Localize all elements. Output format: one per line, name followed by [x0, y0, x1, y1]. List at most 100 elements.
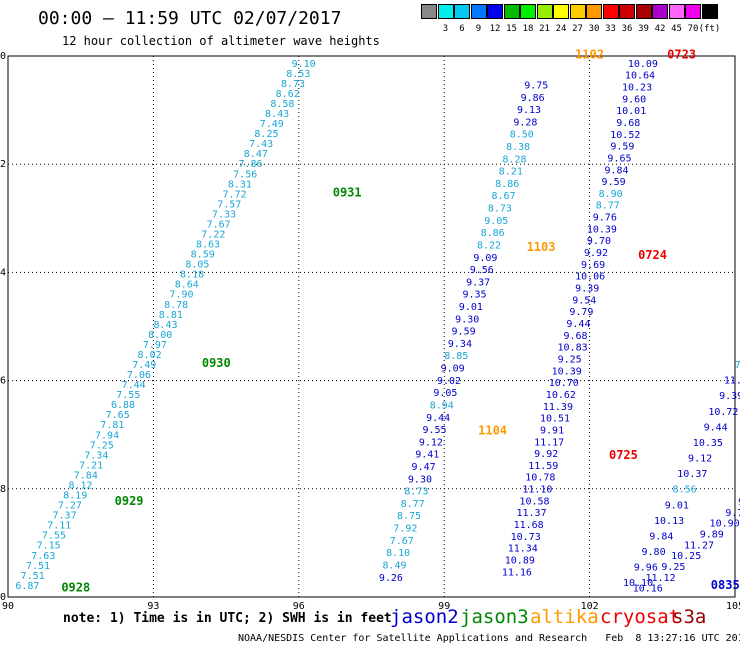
- wave-height-value: 8.43: [153, 320, 177, 331]
- wave-height-value: 10.16: [633, 584, 663, 595]
- wave-height-value: 9.44: [426, 413, 450, 424]
- map-title: 00:00 – 11:59 UTC 02/07/2017: [38, 8, 342, 29]
- wave-height-value: 7.84: [74, 470, 98, 481]
- wave-height-value: 9.02: [437, 376, 461, 387]
- wave-height-value: 9.13: [517, 105, 541, 116]
- wave-height-value: 9.80: [642, 547, 666, 558]
- wave-height-value: 10.09: [628, 59, 658, 70]
- scale-label: 30: [588, 24, 600, 34]
- wave-height-value: 9.09: [473, 253, 497, 264]
- lat-tick-label: -34: [0, 267, 6, 278]
- scale-swatch: [553, 4, 569, 19]
- wave-height-value: 8.31: [228, 179, 252, 190]
- wave-height-value: 8.02: [138, 350, 162, 361]
- note-text: note: 1) Time is in UTC; 2) SWH is in fe…: [63, 611, 392, 626]
- wave-height-value: 8.43: [265, 109, 289, 120]
- wave-height-value: 7.55: [42, 531, 66, 542]
- wave-height-value: 11.10: [522, 485, 552, 496]
- wave-height-value: 11.91: [724, 376, 740, 387]
- wave-height-value: 9.41: [415, 450, 439, 461]
- wave-height-value: 10.62: [546, 390, 576, 401]
- wave-height-value: 10.37: [677, 469, 707, 480]
- wave-height-value: 11.39: [543, 402, 573, 413]
- wave-height-value: 7.86: [238, 159, 262, 170]
- wave-height-value: 7.81: [100, 420, 124, 431]
- wave-height-value: 10.89: [505, 556, 535, 567]
- lon-tick-label: 96: [293, 601, 305, 612]
- wave-height-value: 7.06: [127, 370, 151, 381]
- wave-height-value: 8.38: [506, 142, 530, 153]
- scale-swatch: [586, 4, 602, 19]
- scale-swatch: [421, 4, 437, 19]
- wave-height-value: 9.26: [379, 573, 403, 584]
- pass-time-label: 0835: [711, 578, 740, 592]
- wave-height-value: 9.96: [634, 563, 658, 574]
- pass-time-label: 0725: [609, 448, 638, 462]
- wave-height-value: 7.92: [393, 524, 417, 535]
- wave-height-value: 8.50: [510, 130, 534, 141]
- wave-height-value: 9.46: [738, 497, 740, 508]
- scale-swatch: [437, 4, 454, 19]
- wave-height-value: 11.68: [514, 520, 544, 531]
- wave-height-value: 10.72: [708, 407, 738, 418]
- wave-height-value: 7.90: [169, 290, 193, 301]
- wave-height-value: 7.49: [260, 119, 284, 130]
- wave-height-value: 9.54: [572, 295, 596, 306]
- wave-height-value: 7.43: [249, 139, 273, 150]
- pass-time-label: 1102: [575, 48, 604, 62]
- wave-height-value: 10.64: [625, 71, 655, 82]
- wave-height-value: 9.25: [661, 562, 685, 573]
- wave-height-value: 10.25: [671, 551, 701, 562]
- wave-height-value: 9.12: [419, 437, 443, 448]
- wave-height-value: 9.70: [587, 236, 611, 247]
- wave-height-value: 9.12: [688, 454, 712, 465]
- wave-height-value: 9.30: [408, 474, 432, 485]
- lat-tick-label: -32: [0, 159, 6, 170]
- wave-height-value: 10.70: [549, 378, 579, 389]
- wave-height-value: 8.56: [673, 485, 697, 496]
- wave-height-value: 7.51: [26, 561, 50, 572]
- wave-height-value: 9.44: [566, 319, 590, 330]
- wave-height-value: 9.65: [607, 153, 631, 164]
- scale-label: 15: [506, 24, 517, 34]
- wave-height-value: 9.37: [466, 277, 490, 288]
- wave-height-value: 9.56: [470, 265, 494, 276]
- wave-height-value: 8.64: [175, 280, 199, 291]
- wave-height-value: 8.28: [502, 154, 526, 165]
- wave-height-value: 9.10: [292, 59, 316, 70]
- wave-height-value: 9.28: [513, 117, 537, 128]
- wave-height-value: 7.49: [132, 360, 156, 371]
- scale-label: 6: [459, 24, 465, 34]
- scale-label: 45: [671, 24, 682, 34]
- wave-height-value: 7.44: [122, 380, 146, 391]
- wave-height-value: 9.59: [602, 177, 626, 188]
- wave-height-value: 9.05: [433, 388, 457, 399]
- wave-height-value: 8.86: [495, 179, 519, 190]
- wave-height-value: 7.94: [95, 430, 119, 441]
- scale-swatch: [635, 4, 652, 19]
- wave-height-value: 9.39: [719, 391, 740, 402]
- legend-altika: altika: [530, 606, 599, 628]
- wave-height-value: 10.90: [710, 519, 740, 530]
- map-frame: [7, 55, 736, 598]
- wave-height-value: 10.52: [610, 130, 640, 141]
- wave-height-value: 8.12: [68, 480, 92, 491]
- lon-tick-label: 102: [581, 601, 599, 612]
- wave-height-value: 10.83: [558, 343, 588, 354]
- pass-time-label: 0724: [638, 248, 667, 262]
- pass-time-label: 0931: [333, 186, 362, 200]
- wave-height-value: 10.10: [623, 578, 653, 589]
- wave-height-value: 9.79: [569, 307, 593, 318]
- wave-height-value: 10.13: [654, 516, 684, 527]
- wave-height-value: 6.88: [111, 400, 135, 411]
- wave-height-value: 8.18: [180, 270, 204, 281]
- wave-height-value: 8.77: [401, 499, 425, 510]
- scale-label: 3: [442, 24, 449, 34]
- lat-tick-label: -38: [0, 484, 6, 495]
- wave-height-value: 7.65: [106, 410, 130, 421]
- wave-height-value: 8.78: [164, 300, 188, 311]
- wave-height-value: 9.68: [616, 118, 640, 129]
- wave-height-value: 9.84: [604, 165, 628, 176]
- wave-height-value: 8.77: [596, 201, 620, 212]
